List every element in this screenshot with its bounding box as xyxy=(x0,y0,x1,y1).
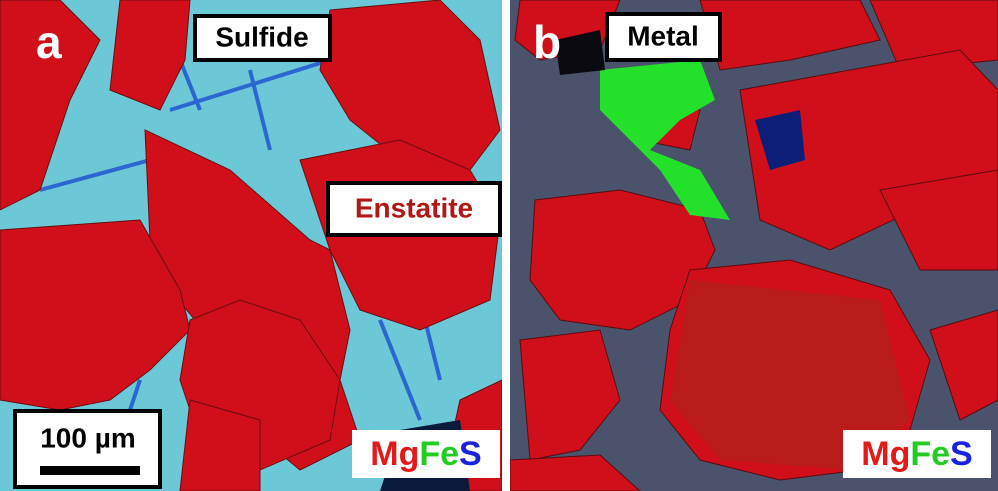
legend: MgFeS xyxy=(370,435,481,473)
scale-bar xyxy=(40,466,140,475)
legend-mg: Mg xyxy=(861,435,910,473)
panel-label: b xyxy=(533,16,561,68)
annotation-box xyxy=(193,14,332,62)
panel-b-image xyxy=(510,0,998,491)
annotation: Enstatite xyxy=(355,192,473,223)
legend-s: S xyxy=(459,435,482,473)
legend-box xyxy=(352,430,500,478)
panel-label: a xyxy=(36,16,62,68)
scale-bar-label: 100 µm xyxy=(40,422,136,453)
annotation: Metal xyxy=(627,20,699,51)
legend-s: S xyxy=(950,435,973,473)
legend-mg: Mg xyxy=(370,435,419,473)
annotation: Sulfide xyxy=(215,21,308,52)
legend-fe: Fe xyxy=(910,435,950,473)
legend: MgFeS xyxy=(861,435,972,473)
annotation-box xyxy=(326,181,502,237)
annotation-box xyxy=(605,12,722,62)
panel-a-image xyxy=(0,0,502,491)
legend-box xyxy=(843,430,991,478)
legend-fe: Fe xyxy=(419,435,459,473)
